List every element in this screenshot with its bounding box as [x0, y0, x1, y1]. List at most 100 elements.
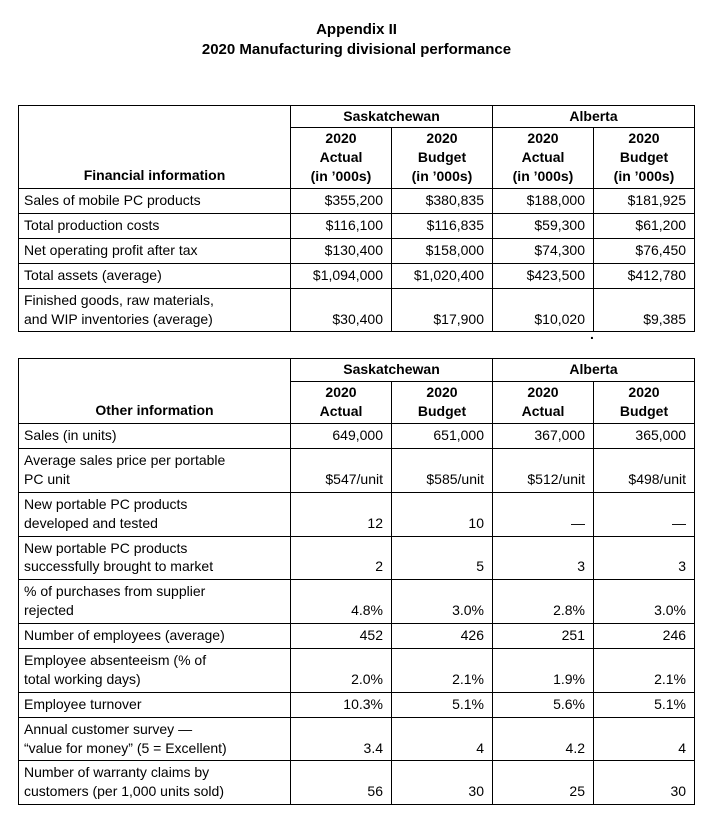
- table-row: Annual customer survey — “value for mone…: [18, 716, 696, 762]
- section-header: Other information: [18, 358, 291, 425]
- row-label: Net operating profit after tax: [18, 237, 291, 264]
- value-cell: $1,020,400: [391, 262, 493, 289]
- table-row: Total production costs $116,100 $116,835 $5…: [18, 212, 696, 239]
- row-label: Employee absenteeism (% of total working…: [18, 647, 291, 693]
- table-row: New portable PC products successfully br…: [18, 535, 696, 581]
- value-cell: —: [592, 491, 696, 537]
- column-header: 2020 Actual (in ’000s): [290, 127, 392, 190]
- document-title: Appendix II 2020 Manufacturing divisiona…: [18, 20, 695, 61]
- value-cell: 3.0%: [592, 579, 696, 625]
- row-label: Number of employees (average): [18, 623, 291, 649]
- table-row: Employee absenteeism (% of total working…: [18, 647, 696, 693]
- row-label: New portable PC products developed and t…: [18, 491, 291, 537]
- value-cell: 367,000: [492, 423, 594, 449]
- row-label: Average sales price per portable PC unit: [18, 447, 291, 493]
- region-header: Alberta: [491, 358, 696, 383]
- value-cell: 56: [290, 760, 392, 806]
- value-cell: 3.0%: [391, 579, 493, 625]
- table-row: % of purchases from supplier rejected 4.8…: [18, 579, 696, 625]
- region-header: Saskatchewan: [290, 104, 493, 129]
- other-information-table: Other information Saskatchewan Alberta 2020…: [18, 358, 696, 806]
- region-header: Alberta: [491, 104, 696, 129]
- value-cell: $412,780: [592, 262, 696, 289]
- header-row-columns: 2020 Actual 2020 Budget 2020 Actual 2020 Bu…: [19, 381, 696, 425]
- row-label: % of purchases from supplier rejected: [18, 579, 291, 625]
- value-cell: $59,300: [492, 212, 594, 239]
- row-label: Finished goods, raw materials, and WIP i…: [18, 287, 291, 333]
- value-cell: 4: [391, 716, 493, 762]
- table-row: Total assets (average) $1,094,000 $1,020,4…: [18, 262, 696, 289]
- title-line1: Appendix II: [316, 21, 397, 38]
- value-cell: $547/unit: [290, 447, 392, 493]
- value-cell: $30,400: [290, 287, 392, 333]
- column-header: 2020 Budget: [391, 381, 493, 425]
- value-cell: $9,385: [592, 287, 696, 333]
- value-cell: $380,835: [391, 188, 493, 214]
- value-cell: 2.1%: [391, 647, 493, 693]
- row-label: Total assets (average): [18, 262, 291, 289]
- value-cell: 25: [492, 760, 594, 806]
- table-row: Sales of mobile PC products $355,200 $380,…: [18, 188, 696, 214]
- value-cell: 649,000: [290, 423, 392, 449]
- row-label: Annual customer survey — “value for mone…: [18, 716, 291, 762]
- value-cell: 4: [592, 716, 696, 762]
- title-line2: 2020 Manufacturing divisional performanc…: [201, 41, 512, 59]
- value-cell: 3: [492, 535, 594, 581]
- value-cell: $498/unit: [592, 447, 696, 493]
- value-cell: —: [492, 491, 594, 537]
- table-row: Net operating profit after tax $130,400 $1…: [18, 237, 696, 264]
- column-header: 2020 Budget: [592, 381, 696, 425]
- value-cell: $61,200: [592, 212, 696, 239]
- value-cell: $76,450: [592, 237, 696, 264]
- value-cell: 10.3%: [290, 691, 392, 718]
- table-row: Average sales price per portable PC unit…: [18, 447, 696, 493]
- value-cell: 1.9%: [492, 647, 594, 693]
- value-cell: 2: [290, 535, 392, 581]
- value-cell: 426: [391, 623, 493, 649]
- value-cell: $423,500: [492, 262, 594, 289]
- table-row: Employee turnover 10.3% 5.1% 5.6% 5.1%: [18, 691, 696, 718]
- value-cell: 3.4: [290, 716, 392, 762]
- row-label: Number of warranty claims by customers (…: [18, 760, 291, 806]
- column-header: 2020 Actual: [290, 381, 392, 425]
- value-cell: 30: [592, 760, 696, 806]
- value-cell: $158,000: [391, 237, 493, 264]
- row-label: Total production costs: [18, 212, 291, 239]
- value-cell: 30: [391, 760, 493, 806]
- value-cell: $512/unit: [492, 447, 594, 493]
- value-cell: 4.2: [492, 716, 594, 762]
- value-cell: 2.1%: [592, 647, 696, 693]
- value-cell: $74,300: [492, 237, 594, 264]
- value-cell: 651,000: [391, 423, 493, 449]
- value-cell: 10: [391, 491, 493, 537]
- value-cell: 2.0%: [290, 647, 392, 693]
- value-cell: $116,835: [391, 212, 493, 239]
- row-label: New portable PC products successfully br…: [18, 535, 291, 581]
- value-cell: 251: [492, 623, 594, 649]
- table-row: Sales (in units) 649,000 651,000 367,000 365…: [18, 423, 696, 449]
- header-row-regions: Other information Saskatchewan Alberta: [18, 358, 696, 425]
- value-cell: $355,200: [290, 188, 392, 214]
- value-cell: 5.6%: [492, 691, 594, 718]
- value-cell: $181,925: [592, 188, 696, 214]
- column-header: 2020 Budget (in ’000s): [391, 127, 493, 190]
- column-header: 2020 Actual (in ’000s): [492, 127, 594, 190]
- value-cell: $130,400: [290, 237, 392, 264]
- table-row: Number of employees (average) 452 426 251 24…: [18, 623, 696, 649]
- column-header: 2020 Actual: [492, 381, 594, 425]
- value-cell: 2.8%: [492, 579, 594, 625]
- value-cell: 4.8%: [290, 579, 392, 625]
- value-cell: $188,000: [492, 188, 594, 214]
- value-cell: 246: [592, 623, 696, 649]
- value-cell: 5.1%: [592, 691, 696, 718]
- value-cell: 12: [290, 491, 392, 537]
- region-header: Saskatchewan: [290, 358, 493, 383]
- value-cell: 365,000: [592, 423, 696, 449]
- value-cell: $1,094,000: [290, 262, 392, 289]
- value-cell: $10,020: [492, 287, 594, 333]
- value-cell: 3: [592, 535, 696, 581]
- stray-dot: .: [590, 326, 594, 342]
- column-header: 2020 Budget (in ’000s): [592, 127, 696, 190]
- table-row: Finished goods, raw materials, and WIP i…: [18, 287, 696, 333]
